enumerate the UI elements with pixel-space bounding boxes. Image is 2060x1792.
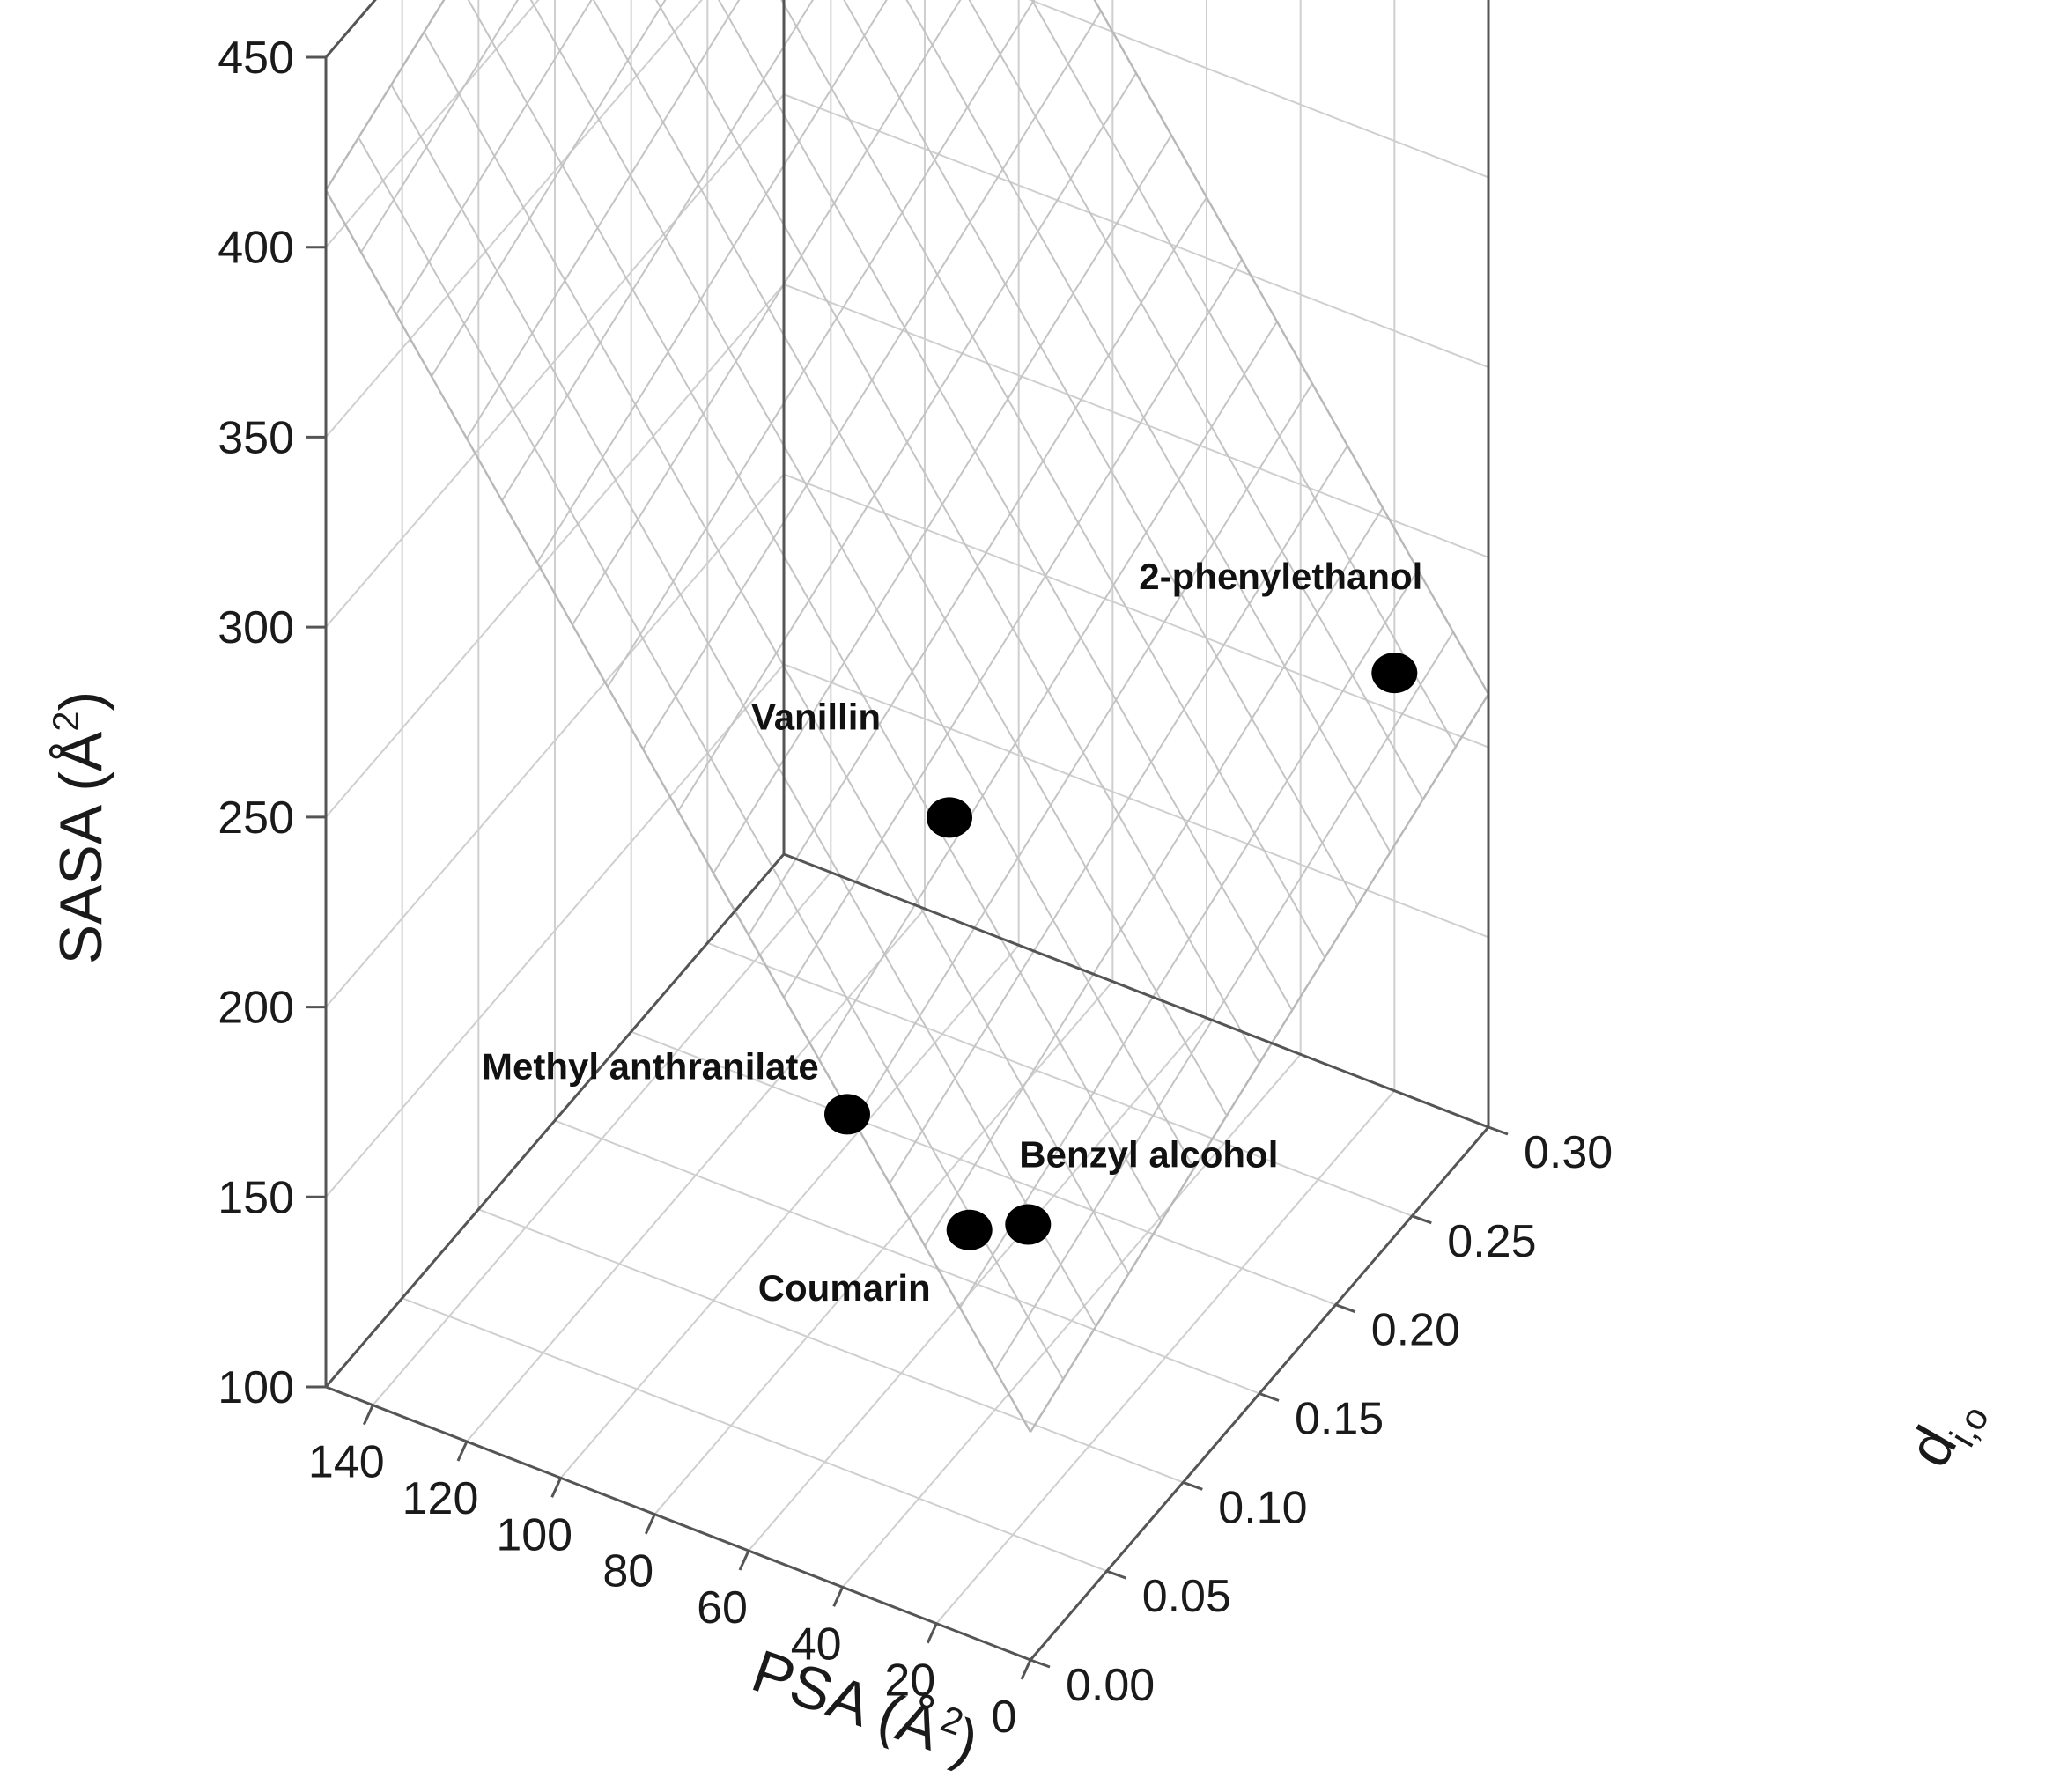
surface-line [905, 0, 1392, 853]
y-tick [1182, 1480, 1203, 1491]
wall-y-grid-line [783, 663, 1489, 939]
wall-x-grid-line [325, 284, 785, 818]
x-tick-label: 0 [992, 1692, 1017, 1743]
x-tick [456, 1441, 469, 1462]
box-edge [783, 852, 1489, 1129]
surface-line [360, 0, 519, 254]
box-edge [324, 853, 786, 1388]
point-label: 2-phenylethanol [1139, 556, 1422, 597]
point-label: Vanillin [751, 696, 881, 737]
z-tick-label: 300 [218, 602, 294, 653]
data-point [927, 797, 972, 838]
surface-line [529, 0, 1195, 1169]
surface-line [466, 0, 741, 439]
wall-y-grid-line [783, 283, 1489, 558]
y-tick [1488, 1125, 1509, 1136]
x-axis-title: PSA (Å2) [744, 1634, 988, 1776]
z-tick-label: 100 [218, 1362, 294, 1413]
surface-line [467, 0, 1163, 1222]
wall-x-grid-line [325, 473, 785, 1008]
point-label: Benzyl alcohol [1019, 1134, 1278, 1176]
x-tick-label: 100 [496, 1509, 572, 1560]
surface-line [592, 0, 1228, 1117]
x-tick-label: 80 [602, 1546, 653, 1597]
z-tick-label: 250 [218, 793, 294, 844]
y-tick [1335, 1303, 1356, 1314]
z-tick-label: 400 [218, 223, 294, 274]
data-point [824, 1094, 870, 1135]
z-tick-label: 150 [218, 1172, 294, 1223]
y-tick [1106, 1569, 1127, 1580]
surface-line [358, 136, 1064, 1380]
box-edge [325, 1385, 1031, 1662]
x-tick-label: 140 [308, 1437, 385, 1488]
surface-line [395, 0, 593, 315]
surface-line [1030, 0, 1457, 748]
y-axis-title: di,o [1895, 1382, 1997, 1482]
wall-y-grid-line [783, 93, 1489, 369]
surface-line [1093, 0, 1490, 695]
fitted-surface [324, 0, 1490, 1433]
x-tick [832, 1586, 845, 1607]
y-tick-label: 0.20 [1371, 1305, 1460, 1356]
surface-line [390, 84, 1097, 1327]
surface-line [423, 31, 1130, 1275]
point-labels-layer: 4-nitrophenyl-α-D-glucopyranoside2-pheny… [482, 556, 1422, 1309]
x-tick [362, 1405, 374, 1426]
z-tick-label: 450 [218, 33, 294, 84]
z-axis-title: SASA (Å2) [45, 691, 114, 965]
tick-layer: 100 150 200 250 300 350 400 450 0 20 40 60 80 100 120 1… [218, 33, 1613, 1743]
x-tick [550, 1477, 563, 1498]
surface-line [843, 0, 1359, 906]
data-point [1371, 653, 1418, 694]
floor-grid-line [631, 1030, 1337, 1306]
floor-grid-line [477, 1208, 1184, 1484]
x-tick [738, 1550, 750, 1571]
x-tick [644, 1514, 656, 1535]
surface-line [968, 0, 1424, 800]
wall-x-grid-line [325, 93, 785, 628]
x-tick-label: 60 [697, 1582, 748, 1633]
data-point [946, 1209, 993, 1250]
surface-line [324, 189, 1032, 1433]
point-label: Methyl anthranilate [482, 1045, 819, 1087]
y-tick-label: 0.15 [1295, 1394, 1384, 1445]
surface-line [607, 0, 1036, 688]
z-tick-label: 350 [218, 412, 294, 463]
data-point [1005, 1204, 1052, 1245]
y-tick-label: 0.10 [1218, 1482, 1307, 1533]
y-tick-label: 0.00 [1066, 1660, 1155, 1711]
y-tick [1411, 1214, 1432, 1225]
floor-grid-line [706, 941, 1413, 1217]
y-tick-label: 0.05 [1142, 1571, 1231, 1622]
wall-x-grid-line [325, 0, 540, 248]
surface-line [718, 0, 1293, 1011]
x-tick-label: 120 [402, 1473, 479, 1524]
point-label: Coumarin [758, 1267, 931, 1309]
wall-x-grid-line [325, 0, 703, 439]
y-tick [1030, 1658, 1051, 1669]
floor-grid-line [554, 1119, 1260, 1395]
z-tick-label: 200 [218, 983, 294, 1034]
surface-line [780, 0, 1326, 958]
y-tick-label: 0.30 [1524, 1127, 1613, 1178]
x-tick [926, 1623, 938, 1644]
points-layer [824, 653, 1418, 1250]
x-tick-label: 20 [884, 1656, 935, 1707]
floor-grid-line [402, 1297, 1108, 1573]
surface-line [655, 0, 1260, 1064]
surface-line [324, 0, 446, 191]
y-tick-label: 0.25 [1447, 1216, 1536, 1267]
x-tick [1020, 1659, 1032, 1680]
wall-y-grid-line [1028, 0, 1489, 179]
wall-y-grid-line [783, 473, 1489, 749]
surface-line [572, 0, 962, 626]
y-tick [1259, 1392, 1280, 1402]
x-tick-label: 40 [791, 1619, 842, 1670]
